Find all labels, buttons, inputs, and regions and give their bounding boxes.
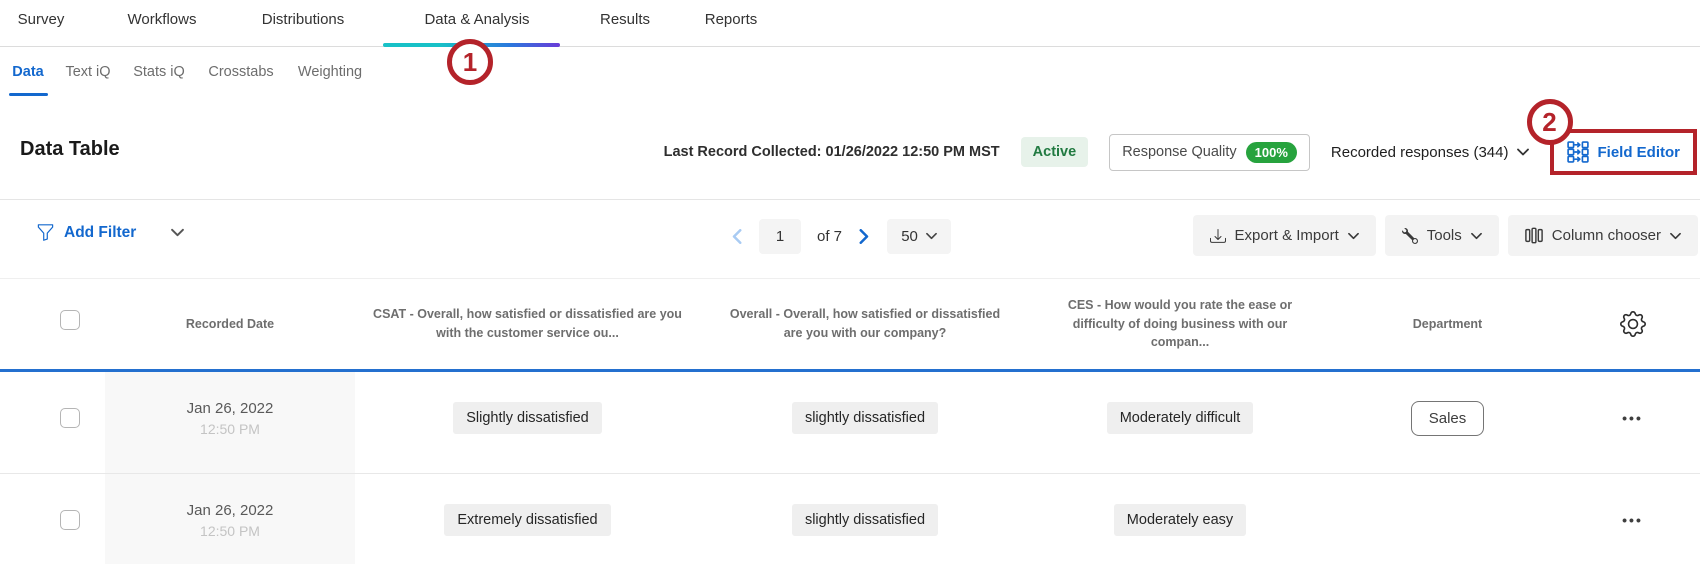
response-quality-score: 100% (1245, 141, 1297, 163)
pagination: 1 of 7 50 (730, 218, 952, 254)
table-settings (1565, 281, 1700, 367)
tab-survey[interactable]: Survey (17, 11, 65, 28)
subtab-data[interactable]: Data (12, 64, 44, 80)
column-header-csat: CSAT - Overall, how satisfied or dissati… (373, 307, 682, 340)
add-filter-label: Add Filter (64, 223, 137, 241)
table-header-divider (0, 278, 1700, 279)
page-header-actions: Last Record Collected: 01/26/2022 12:50 … (663, 99, 1697, 178)
subtab-stats-iq[interactable]: Stats iQ (133, 64, 185, 80)
field-editor-label: Field Editor (1597, 143, 1681, 161)
column-header-ces: CES - How would you rate the ease or dif… (1067, 297, 1293, 350)
column-header-recorded-date: Recorded Date (185, 316, 275, 331)
subtab-crosstabs[interactable]: Crosstabs (208, 64, 274, 80)
tab-results[interactable]: Results (599, 11, 651, 28)
recorded-date-column-background (105, 372, 355, 564)
column-header-department: Department (1412, 316, 1483, 331)
table-row-ces-cell: Moderately difficult (1030, 372, 1330, 464)
column-header-overall: Overall - Overall, how satisfied or diss… (729, 307, 1001, 340)
next-page-icon[interactable] (858, 228, 871, 244)
table-row-department-cell: Sales (1330, 372, 1565, 464)
recorded-responses-dropdown[interactable]: Recorded responses (344) (1331, 144, 1529, 161)
subtab-text-iq[interactable]: Text iQ (65, 64, 111, 80)
column-chooser-label: Column chooser (1551, 227, 1661, 244)
annotation-step-2: 2 (1526, 99, 1573, 145)
filter-chevron-down-icon[interactable] (171, 228, 185, 237)
subtab-weighting[interactable]: Weighting (297, 64, 363, 80)
page-size-value: 50 (901, 227, 918, 245)
status-badge: Active (1020, 137, 1089, 167)
chevron-down-icon (1470, 232, 1482, 240)
page-size-dropdown[interactable]: 50 (887, 218, 952, 254)
tab-workflows[interactable]: Workflows (127, 11, 197, 28)
columns-icon (1524, 227, 1543, 244)
column-chooser-button[interactable]: Column chooser (1507, 215, 1698, 256)
nav-divider (0, 46, 1700, 47)
active-subtab-underline (9, 93, 48, 96)
recorded-responses-label: Recorded responses (344) (1330, 143, 1509, 161)
page-title: Data Table (20, 138, 120, 160)
department-field[interactable]: Sales (1410, 400, 1485, 436)
table-row-date-cell: Jan 26, 2022 12:50 PM (186, 501, 274, 539)
table-row-csat-cell: Extremely dissatisfied (355, 474, 700, 564)
previous-page-icon[interactable] (730, 228, 743, 244)
export-import-label: Export & Import (1234, 227, 1339, 244)
response-quality-button[interactable]: Response Quality 100% (1109, 133, 1310, 171)
table-tools: Export & Import Tools Column chooser (1192, 215, 1698, 256)
add-filter-button[interactable]: Add Filter (36, 223, 185, 242)
field-editor-icon (1566, 141, 1589, 163)
table-row-overall-cell: slightly dissatisfied (700, 372, 1030, 464)
table-row-actions-cell: ••• (1565, 474, 1700, 564)
row-actions-menu-icon[interactable]: ••• (1622, 410, 1643, 426)
chevron-down-icon (925, 232, 937, 240)
toolbar-divider (0, 199, 1700, 200)
chevron-down-icon (1516, 148, 1529, 156)
chevron-down-icon (1670, 232, 1681, 240)
table-row-date-cell: Jan 26, 2022 12:50 PM (186, 399, 274, 437)
table-row-ces-cell: Moderately easy (1030, 474, 1330, 564)
tab-reports[interactable]: Reports (704, 11, 758, 28)
last-record-collected: Last Record Collected: 01/26/2022 12:50 … (663, 144, 1000, 160)
row-checkbox[interactable] (60, 510, 80, 530)
gear-icon[interactable] (1619, 311, 1646, 337)
table-row-department-cell (1330, 474, 1565, 564)
row-checkbox[interactable] (60, 408, 80, 428)
field-editor-button[interactable]: 2 Field Editor (1526, 99, 1697, 175)
tools-button[interactable]: Tools (1384, 215, 1499, 256)
table-header-rule (0, 369, 1700, 372)
row-actions-menu-icon[interactable]: ••• (1622, 512, 1643, 528)
page-count-label: of 7 (817, 227, 843, 245)
chevron-down-icon (1347, 232, 1359, 240)
export-import-button[interactable]: Export & Import (1192, 215, 1376, 256)
tab-data-analysis[interactable]: Data & Analysis (424, 11, 530, 28)
table-row-actions-cell: ••• (1565, 372, 1700, 464)
select-all-checkbox[interactable] (60, 310, 80, 330)
funnel-icon (36, 223, 55, 242)
row-divider (0, 473, 1700, 474)
download-icon (1209, 228, 1226, 244)
tools-label: Tools (1426, 227, 1462, 244)
table-row-overall-cell: slightly dissatisfied (700, 474, 1030, 564)
annotation-step-1: 1 (447, 39, 493, 85)
response-quality-label: Response Quality (1122, 144, 1237, 160)
wrench-icon (1401, 227, 1418, 244)
current-page-field[interactable]: 1 (759, 218, 801, 254)
table-row-csat-cell: Slightly dissatisfied (355, 372, 700, 464)
tab-distributions[interactable]: Distributions (261, 11, 345, 28)
